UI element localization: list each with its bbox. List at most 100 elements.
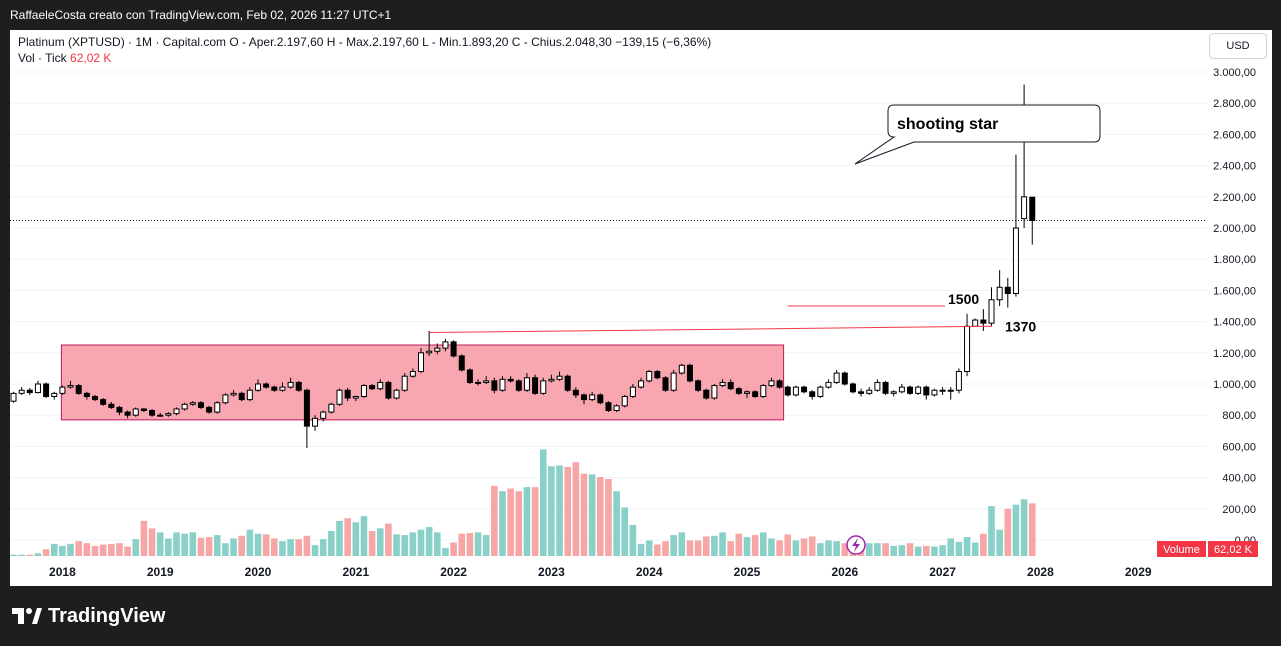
volume-bar xyxy=(727,541,734,556)
candle-body xyxy=(727,381,734,390)
volume-bar xyxy=(246,529,254,556)
candle-body xyxy=(670,372,677,391)
candle-body xyxy=(352,395,359,399)
volume-bar xyxy=(482,535,490,556)
tradingview-branding[interactable]: TradingView xyxy=(10,600,165,632)
volume-bar xyxy=(189,532,197,556)
candle-body xyxy=(890,391,897,394)
candle-body xyxy=(418,352,424,373)
year-tick-label: 2024 xyxy=(636,565,663,579)
volume-bar xyxy=(539,449,547,556)
candle-body xyxy=(230,392,237,396)
candle-body xyxy=(466,369,473,383)
volume-bar xyxy=(874,543,881,556)
volume-bar xyxy=(491,485,498,556)
volume-bar xyxy=(434,532,441,556)
candle-body xyxy=(287,381,294,388)
volume-bar xyxy=(588,474,596,556)
candle-body xyxy=(149,410,156,416)
volume-bar xyxy=(548,466,555,556)
candle-body xyxy=(744,391,750,394)
candle-body xyxy=(776,380,783,388)
candle-body xyxy=(572,389,579,396)
candle-body xyxy=(678,364,685,374)
candle-body xyxy=(972,319,979,327)
candle-body xyxy=(124,411,131,416)
candle-body xyxy=(458,355,465,371)
volume-bar xyxy=(376,528,384,556)
volume-bar xyxy=(678,532,686,556)
candle-body xyxy=(874,381,881,391)
volume-bar xyxy=(91,545,99,556)
candle-body xyxy=(735,388,742,394)
volume-bar xyxy=(10,554,17,556)
volume-bar xyxy=(686,540,694,556)
candles xyxy=(10,84,1036,448)
year-tick-label: 2022 xyxy=(440,565,467,579)
candle-body xyxy=(401,375,408,391)
candle-body xyxy=(59,386,66,394)
candle-body xyxy=(442,341,449,349)
tradingview-logo-icon xyxy=(12,608,42,624)
candle-body xyxy=(597,394,604,404)
price-tick-label: 1.800,00 xyxy=(1213,254,1256,266)
volume-bar xyxy=(42,549,50,556)
price-tick-label: 400,00 xyxy=(1222,473,1256,485)
candle-body xyxy=(214,402,221,413)
candle-body xyxy=(1029,196,1036,222)
candle-body xyxy=(165,413,172,416)
candle-body xyxy=(792,386,799,396)
volume-bar xyxy=(654,544,661,556)
currency-button[interactable]: USD xyxy=(1209,33,1267,59)
volume-bar xyxy=(662,541,669,556)
candle-body xyxy=(393,389,400,399)
candle-body xyxy=(540,380,547,394)
volume-bar xyxy=(50,543,58,556)
volume-bar xyxy=(368,531,376,556)
candle-body xyxy=(328,403,335,413)
volume-bar xyxy=(906,543,914,556)
volume-bar xyxy=(833,541,840,556)
volume-bar xyxy=(140,520,148,556)
candle-body xyxy=(825,381,832,388)
price-tick-label: 2.200,00 xyxy=(1213,192,1256,204)
volume-bar xyxy=(271,538,278,556)
candle-body xyxy=(988,299,995,324)
candle-body xyxy=(980,319,987,324)
candle-body xyxy=(695,380,702,391)
candle-body xyxy=(189,402,196,405)
volume-bar xyxy=(702,536,710,556)
candle-body xyxy=(51,392,58,397)
candle-body xyxy=(75,385,82,394)
candle-body xyxy=(255,383,261,391)
candle-body xyxy=(434,347,441,352)
level-1500-label: 1500 xyxy=(948,291,979,307)
volume-bar xyxy=(776,540,783,556)
volume-bar xyxy=(450,542,457,556)
year-tick-label: 2025 xyxy=(734,565,761,579)
flash-icon[interactable] xyxy=(846,535,866,555)
volume-bar xyxy=(613,491,620,556)
price-tick-label: 3.000,00 xyxy=(1213,67,1256,79)
candle-body xyxy=(849,383,856,393)
volume-badge-value: 62,02 K xyxy=(1214,544,1253,556)
candle-body xyxy=(882,381,889,394)
candle-body xyxy=(34,383,41,394)
volume-bar xyxy=(230,538,237,556)
time-axis: 2018 2019 2020 2021 2022 2023 2024 2025 2026 2027… xyxy=(49,565,1152,579)
candle-body xyxy=(955,371,962,391)
price-axis: 0,00200,00400,00600,00800,001.000,001.20… xyxy=(1213,67,1256,547)
volume-bar xyxy=(401,535,408,556)
price-tick-label: 1.400,00 xyxy=(1213,317,1256,329)
candle-body xyxy=(784,386,791,396)
volume-bar xyxy=(597,477,604,556)
candle-body xyxy=(108,403,115,408)
price-tick-label: 2.800,00 xyxy=(1213,98,1256,110)
candle-body xyxy=(654,371,661,379)
attribution-header: RaffaeleCosta creato con TradingView.com… xyxy=(10,8,392,22)
volume-bar xyxy=(287,539,294,556)
volume-bar xyxy=(980,533,987,556)
candle-body xyxy=(662,377,669,391)
